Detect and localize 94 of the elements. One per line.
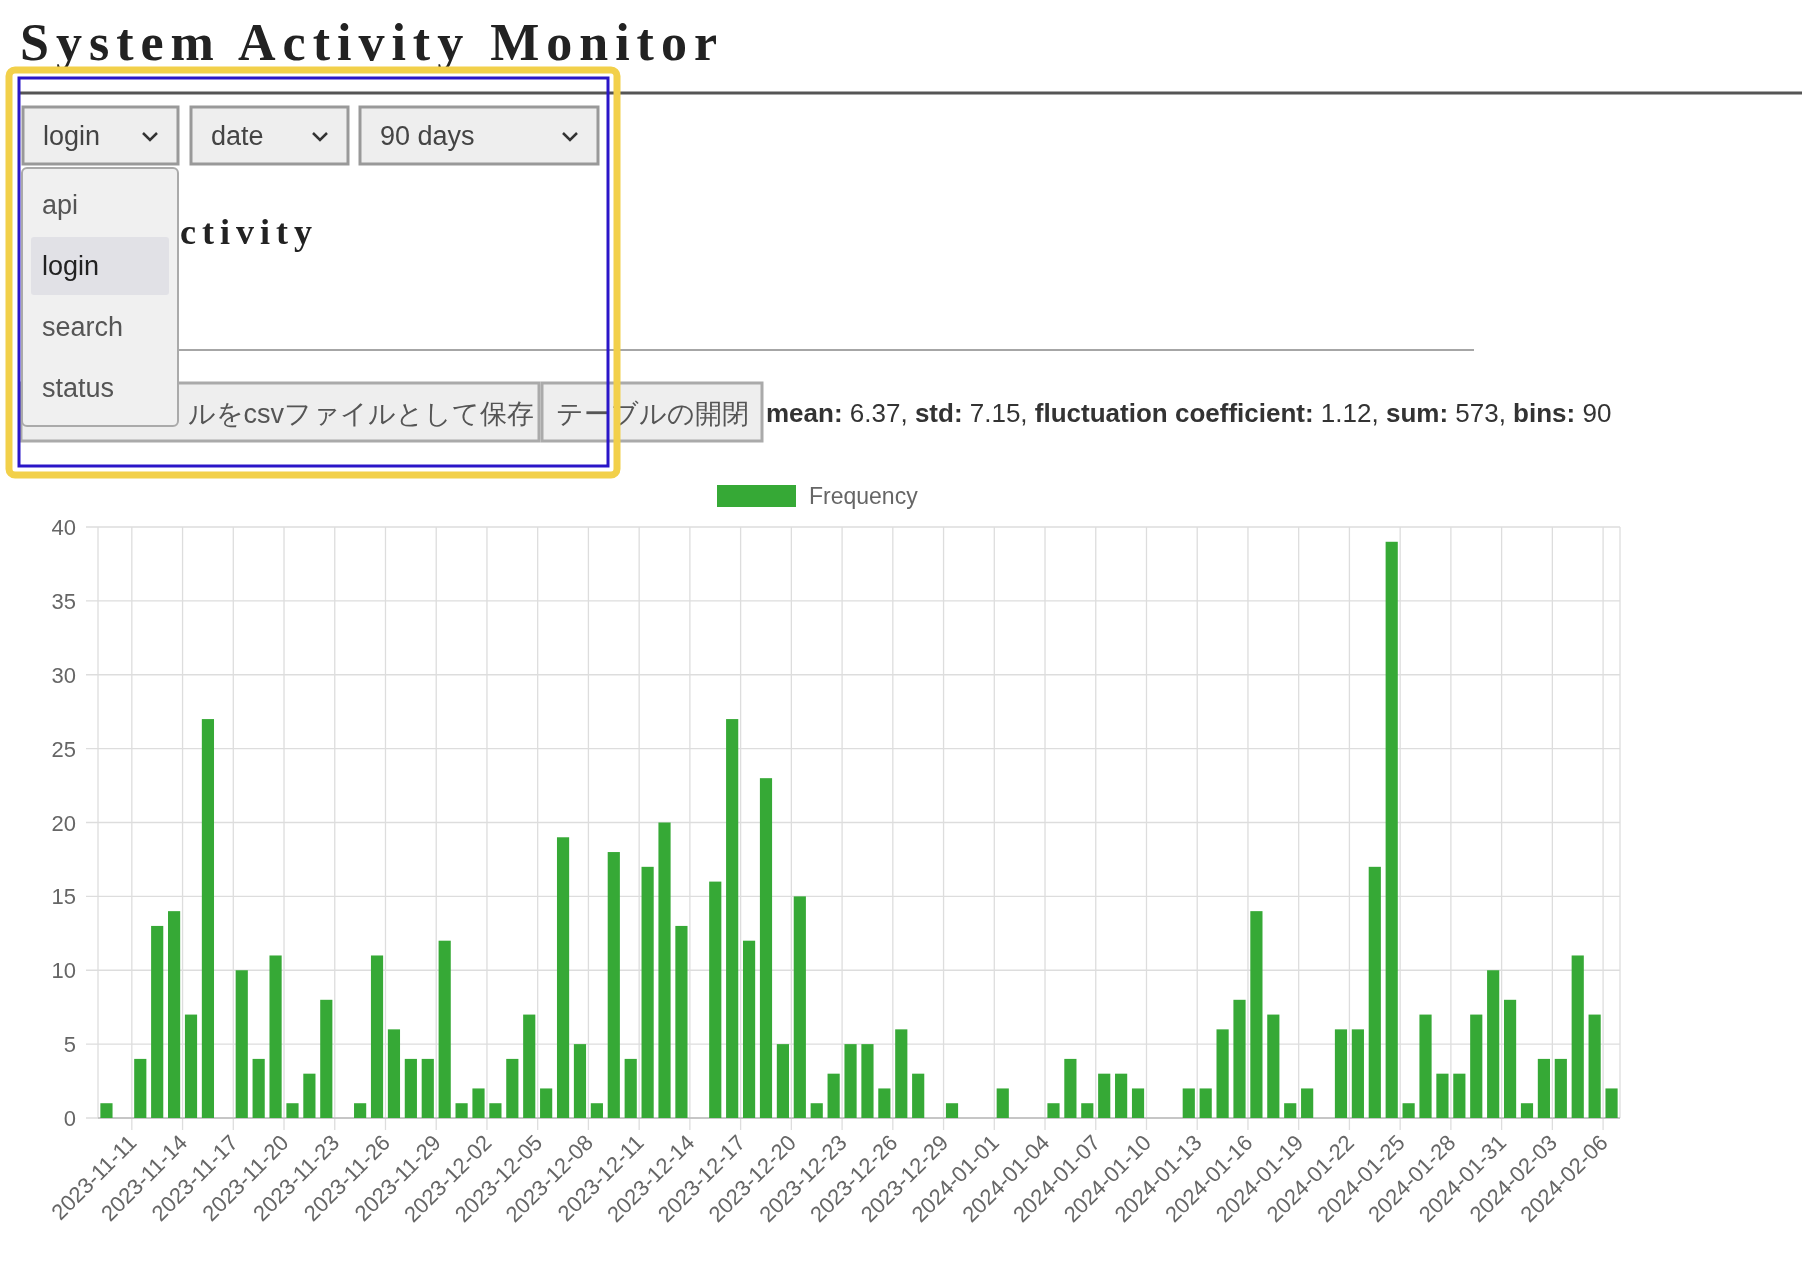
bar [1453, 1073, 1466, 1119]
bar [1284, 1103, 1297, 1118]
bar [776, 1044, 789, 1118]
bar [945, 1103, 959, 1118]
bar [793, 896, 806, 1118]
bar [996, 1088, 1009, 1118]
bar [759, 778, 773, 1118]
bar [912, 1073, 925, 1119]
bar [1115, 1073, 1128, 1119]
bar [1605, 1088, 1618, 1118]
bar [1267, 1014, 1280, 1119]
chart-title: System Activity Monitor [20, 14, 725, 71]
bar [1131, 1088, 1145, 1118]
bar [1199, 1088, 1212, 1118]
bar [100, 1103, 113, 1118]
bar [354, 1103, 367, 1118]
bar [1098, 1073, 1111, 1119]
bar [675, 925, 688, 1118]
text: ctivity [180, 212, 318, 252]
bar [1216, 1029, 1229, 1118]
dropdown: api login search status [21, 167, 179, 427]
bar [658, 822, 671, 1118]
y-tick-label: 40 [51, 515, 76, 540]
text: ルをcsvファイルとして保存 [187, 399, 534, 429]
bar [404, 1058, 417, 1118]
bar [1368, 866, 1381, 1118]
bar [556, 837, 570, 1118]
bar [1470, 1014, 1483, 1119]
bar [151, 925, 164, 1118]
bar [1520, 1103, 1534, 1118]
y-tick-label: 30 [51, 662, 76, 688]
bar [590, 1103, 603, 1118]
bar [1301, 1088, 1314, 1118]
bar [1487, 970, 1500, 1118]
bar [878, 1088, 891, 1118]
bar [726, 719, 739, 1118]
y-tick-label: 25 [51, 736, 76, 762]
bar [472, 1088, 485, 1118]
bar [1064, 1058, 1077, 1118]
bar [624, 1058, 637, 1118]
bar [1571, 955, 1584, 1118]
bar [861, 1044, 874, 1118]
bar [895, 1029, 908, 1118]
bar [810, 1103, 823, 1118]
bar [1436, 1073, 1449, 1119]
bar [370, 955, 384, 1118]
bar [134, 1058, 147, 1118]
bar [742, 940, 756, 1118]
y-tick-label: 5 [63, 1032, 76, 1058]
bar [184, 1014, 198, 1119]
bar [421, 1058, 434, 1118]
bar [844, 1044, 857, 1118]
bar [1250, 911, 1263, 1118]
bar [455, 1103, 468, 1118]
bar [1588, 1014, 1601, 1119]
y-tick-label: 20 [51, 810, 76, 836]
bar [827, 1073, 840, 1119]
bar [387, 1029, 401, 1118]
y-tick-label: 0 [63, 1106, 76, 1131]
y-tick-label: 35 [51, 588, 76, 614]
bar [1419, 1014, 1432, 1119]
bar [1402, 1103, 1415, 1118]
y-tick-label: 15 [51, 884, 76, 910]
text: mean: 6.37, std: 7.15, fluctuation coefficient: 1.12, sum: 573, bins: 90 [766, 398, 1612, 428]
bar [235, 970, 248, 1118]
bar [1537, 1058, 1550, 1118]
bar [1554, 1058, 1567, 1118]
bar [641, 866, 654, 1118]
bar [320, 999, 333, 1118]
bar [168, 911, 181, 1118]
legend: Frequency [717, 483, 918, 509]
bar [1081, 1103, 1094, 1118]
bar [607, 852, 620, 1118]
bar [540, 1088, 553, 1118]
bar [523, 1014, 536, 1119]
legend-label: Frequency [809, 483, 919, 509]
bar [201, 719, 215, 1118]
bar [438, 940, 451, 1118]
bar [573, 1044, 587, 1118]
bar [1385, 541, 1398, 1118]
bar [1182, 1088, 1195, 1118]
bar [1233, 999, 1246, 1118]
y-tick-label: 10 [51, 958, 76, 984]
bar [252, 1058, 265, 1118]
bar [1334, 1029, 1348, 1118]
bar [709, 881, 722, 1118]
bar [269, 955, 282, 1118]
bar [286, 1103, 299, 1118]
bar [506, 1058, 519, 1118]
bar [1351, 1029, 1364, 1118]
bar [1047, 1103, 1060, 1118]
bar [303, 1073, 316, 1119]
bar [489, 1103, 502, 1118]
bar [1503, 999, 1517, 1118]
